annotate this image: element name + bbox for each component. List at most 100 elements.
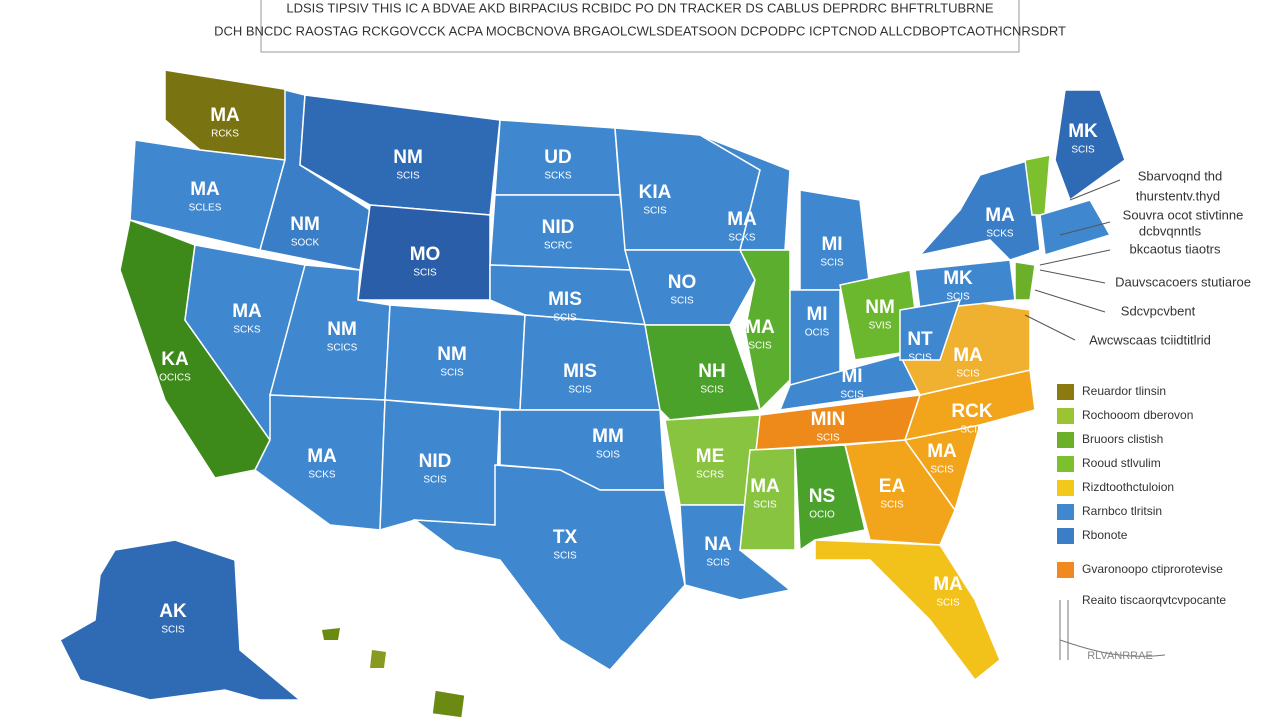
- state-sub: SCIS: [930, 465, 954, 476]
- state: [624, 249, 756, 326]
- labels: MA RCKS MA SCLES NM SOCK NM SCIS MO SCIS UD SCKS NID…: [159, 105, 1098, 704]
- state-sub: SCRS: [696, 470, 724, 481]
- state-sub: SCIS: [568, 385, 592, 396]
- leader-lines: [1024, 179, 1121, 341]
- state-abbr: NM: [865, 297, 895, 318]
- legend-label: Rochooom dberovon: [1082, 408, 1193, 422]
- state: [739, 447, 796, 551]
- state: [1054, 89, 1126, 202]
- state-abbr: NS: [809, 486, 835, 507]
- legend-label: Bruoors clistish: [1082, 432, 1163, 446]
- annotation: Sbarvoqnd thd: [1138, 168, 1223, 183]
- state: [917, 159, 1041, 261]
- state-abbr: AK: [159, 601, 187, 622]
- state-sub: SCIS: [643, 206, 667, 217]
- state-abbr: RCK: [951, 401, 992, 422]
- state-sub: SCIS: [936, 598, 960, 609]
- state-abbr: KIA: [639, 182, 672, 203]
- state-sub: SCIS: [820, 258, 844, 269]
- state-sub: SCKS: [233, 325, 261, 336]
- state-abbr: NM: [393, 147, 423, 168]
- header-line: LDSIS TIPSIV THIS IC A BDVAE AKD BIRPACI…: [286, 0, 994, 15]
- annotation: Awcwscaas tciidtitlrid: [1089, 332, 1211, 347]
- state-sub: SOIS: [596, 450, 620, 461]
- state-abbr: MK: [1068, 121, 1098, 142]
- state-sub: OCICS: [159, 373, 191, 384]
- state-abbr: MI: [841, 366, 862, 387]
- state-sub: SCIS: [946, 292, 970, 303]
- state: [738, 249, 791, 412]
- state-sub: SCICS: [327, 343, 358, 354]
- legend-swatch: [1057, 480, 1074, 496]
- state-abbr: MA: [953, 345, 983, 366]
- state-sub: SCIS: [880, 500, 904, 511]
- state-abbr: UD: [544, 147, 571, 168]
- legend-label: Rooud stlvulim: [1082, 456, 1161, 470]
- state-sub: SCKS: [728, 233, 756, 244]
- legend-label: Rarnbco tlritsin: [1082, 504, 1162, 518]
- state: [1039, 199, 1112, 256]
- state-abbr: ME: [696, 446, 725, 467]
- state-sub: SCIS: [960, 425, 984, 436]
- state: [903, 424, 982, 512]
- state-sub: OCIS: [805, 328, 830, 339]
- state-abbr: EA: [879, 476, 906, 497]
- footer-drawing: [1059, 600, 1166, 660]
- state-abbr: MA: [933, 574, 963, 595]
- state-abbr: NT: [907, 329, 933, 350]
- footer-mark: RLVANRRAE: [1087, 650, 1153, 662]
- annotation: dcbvqnntls: [1139, 223, 1202, 238]
- state-sub: SCIS: [753, 500, 777, 511]
- annotation: bkcaotus tiaotrs: [1129, 241, 1221, 256]
- state-abbr: MIS: [548, 289, 582, 310]
- state: [814, 539, 1001, 682]
- state-sub: SOCK: [291, 238, 320, 249]
- state-abbr: MA: [727, 209, 757, 230]
- legend-swatch: [1057, 528, 1074, 544]
- state-sub: SCKS: [308, 470, 336, 481]
- state-abbr: MA: [190, 179, 220, 200]
- state-sub: SCIS: [161, 625, 185, 636]
- state-abbr: KA: [161, 349, 189, 370]
- state-abbr: MA: [985, 205, 1015, 226]
- state-sub: SCIS: [840, 390, 864, 401]
- state-abbr: MA: [307, 446, 337, 467]
- state-sub: SCIS: [413, 268, 437, 279]
- annotation: Dauvscacoers stutiaroe: [1115, 274, 1251, 289]
- state-abbr: NH: [698, 361, 725, 382]
- state-abbr: MK: [943, 268, 973, 289]
- state-abbr: TX: [553, 527, 578, 548]
- header-box: [260, 0, 1020, 53]
- state: [59, 539, 303, 701]
- state-abbr: NM: [290, 214, 320, 235]
- header-line: DCH BNCDC RAOSTAG RCKGOVCCK ACPA MOCBCNO…: [214, 23, 1066, 38]
- state: [412, 464, 686, 671]
- legend-label: Rbonote: [1082, 528, 1128, 542]
- state-abbr: MA: [210, 105, 240, 126]
- state-sub: SVIS: [869, 321, 892, 332]
- state-abbr: MO: [410, 244, 441, 265]
- footer-title: Reaito tiscaorqvtcvpocante: [1082, 593, 1226, 607]
- state-sub: SCKS: [544, 171, 572, 182]
- state: [899, 299, 962, 361]
- state-sub: SCIS: [553, 313, 577, 324]
- state-sub: SCIS: [748, 341, 772, 352]
- annotation: Sdcvpcvbent: [1121, 303, 1196, 318]
- state-abbr: MI: [821, 234, 842, 255]
- legend-swatch: [1057, 432, 1074, 448]
- state-sub: SCIS: [700, 385, 724, 396]
- state: [431, 689, 466, 719]
- legend-swatch: [1057, 384, 1074, 400]
- legend-label: Reuardor tlinsin: [1082, 384, 1166, 398]
- state-sub: SCIS: [366, 693, 390, 704]
- state-abbr: NID: [419, 451, 452, 472]
- state-abbr: NM: [327, 319, 357, 340]
- annotation: thurstentv.thyd: [1136, 188, 1220, 203]
- state-sub: SCIS: [956, 369, 980, 380]
- state-sub: RCKS: [211, 129, 239, 140]
- island: [322, 628, 340, 640]
- state-abbr: NO: [668, 272, 697, 293]
- state-sub: SCIS: [670, 296, 694, 307]
- annotation: Souvra ocot stivtinne: [1123, 207, 1244, 222]
